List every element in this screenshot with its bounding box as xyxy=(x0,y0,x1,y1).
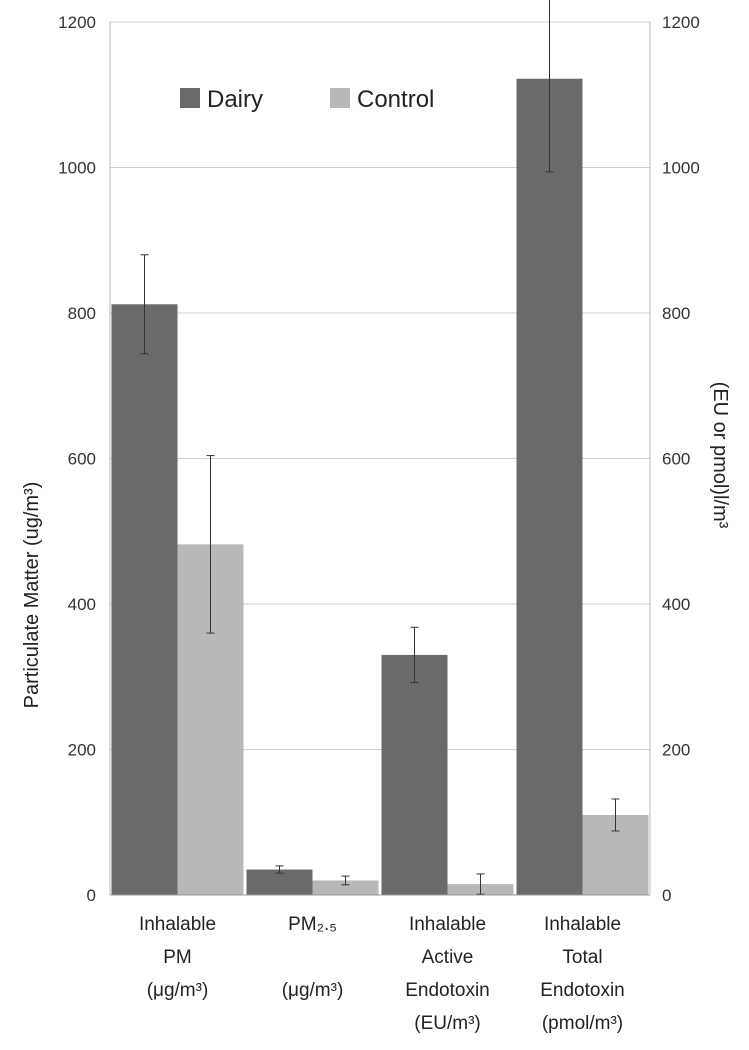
legend-swatch-dairy xyxy=(180,88,200,108)
error-bars-group xyxy=(140,0,620,895)
y-axis-label-right: (EU or pmol)l/m³ xyxy=(709,382,731,529)
x-category-label-line: Inhalable xyxy=(408,914,487,935)
legend-label-control: Control xyxy=(357,86,434,113)
y-tick-label-right: 0 xyxy=(662,886,671,905)
legend-swatch-control xyxy=(330,88,350,108)
y-tick-label-right: 800 xyxy=(662,304,690,323)
x-category-label: Inhalable PM (μg/m³) xyxy=(108,908,248,1007)
x-category-label-line: PM₂.₅ xyxy=(288,914,337,935)
y-tick-label-left: 1000 xyxy=(58,159,96,178)
x-category-label-line xyxy=(243,941,383,974)
y-tick-label-left: 400 xyxy=(68,595,96,614)
y-tick-label-left: 600 xyxy=(68,450,96,469)
y-tick-label-left: 200 xyxy=(68,741,96,760)
x-category-label-line: Inhalable xyxy=(543,914,622,935)
y-tick-label-left: 800 xyxy=(68,304,96,323)
x-category-label: PM₂.₅ (μg/m³) xyxy=(243,908,383,1007)
x-category-label: Inhalable Active Endotoxin (EU/m³) xyxy=(378,908,518,1040)
x-category-label-line: (μg/m³) xyxy=(146,980,209,1001)
y-tick-label-right: 600 xyxy=(662,450,690,469)
x-category-label-line: Total xyxy=(562,947,603,968)
bar-dairy-2 xyxy=(381,654,448,895)
x-category-label-line: Endotoxin xyxy=(540,980,625,1001)
x-category-label-line: Endotoxin xyxy=(405,980,490,1001)
x-category-label: Inhalable Total Endotoxin (pmol/m³) xyxy=(513,908,653,1040)
left-axis-ticks: 0 200 400 600 800 1000 1200 xyxy=(58,13,96,905)
bar-dairy-0 xyxy=(111,304,178,895)
bars-group xyxy=(111,78,649,896)
legend: Dairy Control xyxy=(180,86,434,113)
right-axis-ticks: 0 200 400 600 800 1000 1200 xyxy=(662,13,700,905)
y-axis-label-left: Particulate Matter (ug/m³) xyxy=(21,482,43,709)
y-tick-label-right: 1000 xyxy=(662,159,700,178)
y-tick-label-right: 200 xyxy=(662,741,690,760)
x-category-label-line: (μg/m³) xyxy=(281,980,344,1001)
bar-dairy-1 xyxy=(246,869,313,895)
bar-dairy-3 xyxy=(516,78,583,896)
x-category-label-line: Inhalable xyxy=(138,914,217,935)
y-tick-label-left: 1200 xyxy=(58,13,96,32)
x-category-label-line: PM xyxy=(163,947,192,968)
x-category-label-line: (EU/m³) xyxy=(414,1013,481,1034)
x-category-label-line: (pmol/m³) xyxy=(541,1013,624,1034)
x-category-label-line: Active xyxy=(421,947,474,968)
y-tick-label-right: 400 xyxy=(662,595,690,614)
y-tick-label-right: 1200 xyxy=(662,13,700,32)
bar-control-1 xyxy=(312,880,379,895)
axes-group xyxy=(109,22,651,896)
y-tick-label-left: 0 xyxy=(87,886,96,905)
legend-label-dairy: Dairy xyxy=(207,86,263,113)
